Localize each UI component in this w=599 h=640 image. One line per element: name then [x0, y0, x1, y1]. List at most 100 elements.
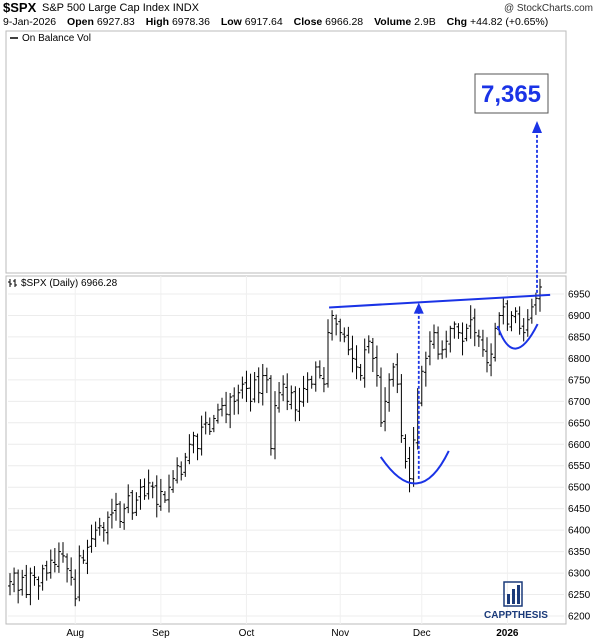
ohlc-bar	[203, 411, 208, 435]
ohlc-bar	[126, 484, 131, 514]
y-tick-label: 6800	[568, 354, 591, 365]
close-value: 6966.28	[325, 16, 364, 28]
left-bottom-arc	[379, 450, 450, 485]
ohlc-bar	[183, 452, 188, 477]
symbol: $SPX	[3, 0, 37, 15]
indicator-panel	[5, 30, 567, 274]
ohlc-bar	[436, 326, 441, 360]
ohlc-bar	[162, 491, 167, 503]
ohlc-bar	[109, 498, 114, 529]
resistance-line	[329, 293, 551, 309]
price-panel	[5, 275, 567, 625]
y-tick-label: 6450	[568, 504, 591, 515]
ohlc-bar	[48, 549, 53, 579]
y-tick-label: 6700	[568, 397, 591, 408]
ohlc-bar	[171, 470, 176, 493]
y-tick-label: 6550	[568, 461, 591, 472]
ohlc-bar	[427, 331, 432, 366]
logo-mark-icon	[503, 581, 523, 607]
ohlc-bar	[167, 474, 171, 513]
high-value: 6978.36	[171, 16, 210, 28]
y-tick-label: 6600	[568, 440, 591, 451]
ohlc-bar	[122, 503, 127, 530]
ohlc-bar	[256, 367, 261, 404]
ohlc-bar	[61, 542, 65, 563]
ohlc-bar	[154, 475, 159, 518]
open-label: Open	[67, 16, 94, 28]
measured-move-arrowhead	[413, 302, 424, 314]
ohlc-bar	[334, 314, 339, 336]
ohlc-bar	[20, 569, 25, 596]
y-tick-label: 6250	[568, 590, 591, 601]
y-tick-label: 6650	[568, 418, 591, 429]
ohlc-bar	[195, 433, 200, 461]
ohlc-bar	[501, 297, 506, 325]
ohlc-bar	[505, 300, 510, 331]
ohlc-bar	[85, 539, 90, 575]
ohlc-bar	[24, 564, 29, 599]
index-name: S&P 500 Large Cap Index	[42, 2, 170, 14]
cappthesis-logo: CAPPTHESIS	[484, 581, 548, 621]
ohlc-bar	[317, 360, 322, 379]
ohlc-bar	[89, 524, 94, 553]
target-arrowhead	[532, 121, 542, 133]
ohlc-bar	[179, 461, 184, 481]
ohlc-bar	[281, 375, 286, 402]
ohlc-bar	[36, 576, 41, 600]
ohlc-bar	[326, 319, 330, 388]
ohlc-bar	[440, 340, 445, 360]
ohlc-bar	[105, 511, 110, 545]
ohlc-bar	[138, 479, 143, 510]
ohlc-bar	[228, 393, 233, 429]
ohlc-bar	[264, 367, 269, 394]
x-tick-label: Oct	[239, 628, 255, 639]
ohlc-bar	[444, 330, 449, 358]
ohlc-bar	[240, 376, 245, 399]
low-label: Low	[220, 16, 242, 28]
x-tick-label: Aug	[66, 628, 84, 639]
high-label: High	[145, 16, 170, 28]
ohlc-bar	[130, 489, 135, 520]
indicator-legend: On Balance Vol	[22, 33, 91, 44]
ohlc-bar	[403, 434, 408, 469]
ohlc-bar	[448, 325, 453, 353]
ohlc-bar	[419, 365, 424, 407]
ohlc-bar	[493, 322, 498, 362]
ohlc-bar	[297, 387, 302, 422]
ohlc-bar	[142, 478, 147, 500]
exchange: INDX	[172, 2, 199, 14]
ohlc-bar	[489, 343, 494, 377]
ohlc-bar	[28, 567, 33, 606]
ohlc-bar	[293, 386, 298, 422]
ohlc-bar	[346, 326, 351, 356]
y-tick-label: 6200	[568, 612, 591, 623]
ohlc-bar	[423, 351, 428, 387]
ohlc-bar	[224, 391, 229, 424]
ohlc-bar	[485, 337, 489, 373]
ohlc-bar	[313, 361, 318, 392]
ohlc-bar	[476, 329, 481, 347]
ohlc-bar	[464, 323, 469, 342]
x-tick-label: 2026	[496, 628, 519, 639]
ohlc-bar	[32, 566, 37, 586]
ohlc-bar	[509, 311, 514, 332]
target-box	[474, 73, 549, 114]
ohlc-bar	[460, 322, 465, 356]
symbol-name: S&P 500 Large Cap Index INDX	[42, 2, 199, 14]
volume-label: Volume	[374, 16, 412, 28]
quote-date: 9-Jan-2026	[3, 16, 57, 28]
x-axis: Aug Sep Oct Nov Dec 2026	[66, 628, 519, 639]
ohlc-bar	[338, 318, 343, 342]
quote-line: 9-Jan-2026 Open 6927.83 High 6978.36 Low…	[3, 16, 548, 28]
ohlc-bar	[16, 569, 21, 604]
copyright: @ StockCharts.com	[503, 3, 593, 14]
low-value: 6917.64	[244, 16, 283, 28]
ohlc-bar	[56, 542, 61, 573]
open-value: 6927.83	[96, 16, 135, 28]
ohlc-bar	[77, 545, 82, 602]
ohlc-bar	[44, 560, 49, 581]
ohlc-bar	[199, 415, 204, 456]
price-legend: $SPX (Daily) 6966.28	[21, 278, 118, 289]
ohlc-bar	[301, 375, 306, 407]
